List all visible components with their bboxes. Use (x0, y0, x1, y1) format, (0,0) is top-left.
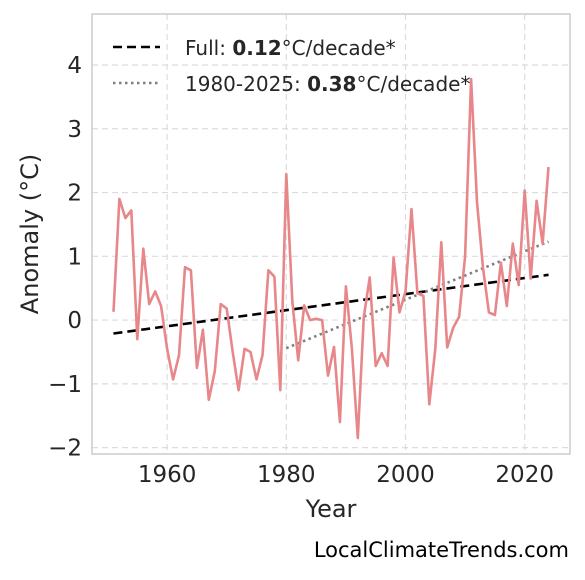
legend-recent-name: 1980-2025 (185, 72, 294, 96)
anomaly-series-line (112, 77, 550, 440)
x-tick-label: 2020 (495, 462, 554, 488)
x-tick-label: 1980 (257, 462, 316, 488)
y-tick-label: 0 (67, 308, 82, 334)
y-tick-label: 1 (67, 244, 82, 270)
watermark: LocalClimateTrends.com (313, 538, 569, 562)
y-tick-labels: −2 −1 0 1 2 3 4 (48, 53, 82, 462)
trend-line-recent (285, 240, 550, 350)
legend-recent-unit: °C/decade* (356, 72, 470, 96)
x-tick-label: 1960 (138, 462, 197, 488)
legend-full-rate: 0.12 (232, 36, 281, 60)
x-tick-labels: 1960 1980 2000 2020 (138, 462, 554, 488)
legend-full-unit: °C/decade* (282, 36, 396, 60)
series-layer (112, 77, 550, 440)
y-tick-label: −2 (48, 436, 82, 462)
x-tick-label: 2000 (376, 462, 435, 488)
legend-full-entry: Full: 0.12°C/decade* (185, 36, 396, 60)
trend-lines (113, 240, 550, 350)
y-tick-label: 2 (67, 181, 82, 207)
plot-area (92, 14, 570, 454)
y-tick-label: 3 (67, 117, 82, 143)
y-tick-label: 4 (67, 53, 82, 79)
legend: Full: 0.12°C/decade* 1980-2025: 0.38°C/d… (113, 36, 470, 96)
x-axis-label: Year (305, 495, 357, 523)
y-axis-label: Anomaly (°C) (16, 154, 44, 314)
grid (92, 14, 570, 454)
plot-border (91, 13, 571, 455)
legend-recent-entry: 1980-2025: 0.38°C/decade* (185, 72, 470, 96)
trend-line-full (113, 273, 549, 335)
y-tick-label: −1 (48, 372, 82, 398)
legend-recent-rate: 0.38 (307, 72, 356, 96)
legend-full-name: Full (185, 36, 219, 60)
